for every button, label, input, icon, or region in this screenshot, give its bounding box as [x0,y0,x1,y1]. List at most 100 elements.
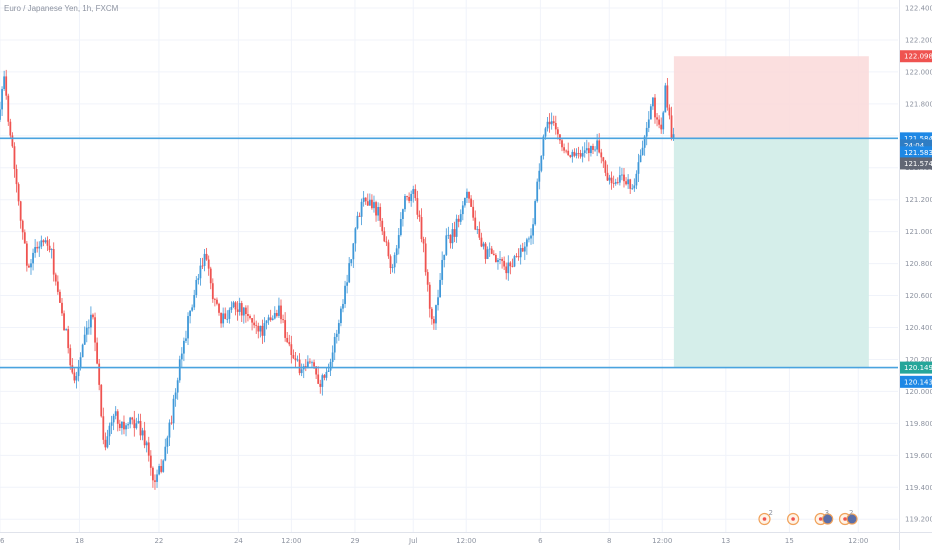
candle [561,138,563,152]
candle [168,419,171,447]
candle [519,244,522,265]
price-tick-label: 121.800 [905,100,932,108]
candle [408,192,411,204]
candle [143,421,146,449]
candle [443,254,446,268]
candle [414,184,417,201]
candle [9,118,12,139]
candle [331,345,334,369]
candle [52,242,55,282]
price-tick-label: 121.000 [905,228,932,236]
candle [118,419,121,432]
candle [528,236,530,243]
candle [587,142,590,162]
candle [3,70,6,91]
candle [19,200,22,229]
event-marker[interactable] [787,512,800,526]
candle [594,146,596,152]
candle [127,422,130,429]
candle [571,149,574,163]
candle [15,164,18,193]
price-tick-label: 119.600 [905,452,932,460]
candle [435,304,437,331]
event-marker[interactable] [758,512,771,526]
candle [87,319,90,335]
candle [261,319,264,344]
candle [149,450,152,476]
candle [209,266,212,290]
candle [166,435,169,454]
candle [455,214,458,243]
candle [342,299,344,313]
time-tick-label: 6 [538,537,543,545]
candle [468,191,470,204]
candle [662,110,665,135]
candle [567,142,570,156]
candle [379,203,382,227]
price-tick-label: 119.800 [905,420,932,428]
candle [352,242,355,268]
candle [439,272,441,298]
candle [476,226,479,235]
price-axis: 122.400122.200122.000121.800121.600121.4… [899,0,932,550]
candle [216,297,218,306]
candle [213,297,216,307]
candle [13,142,16,178]
candle [236,301,239,321]
price-tag-entry: 121.583 [900,146,932,159]
candle [530,228,532,245]
candle [488,242,491,257]
candle [121,421,123,435]
candle [451,222,454,249]
candle [575,148,578,159]
candle [532,218,534,245]
candle [426,269,429,292]
price-tick-label: 119.200 [905,516,932,524]
take-profit-zone[interactable] [673,138,869,368]
candle [362,191,365,207]
price-tag-label: 121.583 [904,149,932,157]
candle [244,305,247,323]
candle [273,306,276,320]
candle [83,326,86,345]
candle [94,312,96,352]
candle [275,309,278,318]
candle [323,374,326,381]
time-tick-label: 12:00 [848,537,868,545]
candle [141,427,144,441]
candle [612,175,615,188]
candle [50,248,53,259]
candle [164,438,167,462]
candle [523,241,526,261]
price-tick-label: 121.200 [905,196,932,204]
candle [156,469,158,488]
candle [90,306,92,335]
candle [470,195,472,208]
candle [402,208,404,227]
candle [457,215,460,228]
grid-layer [0,0,898,532]
candle [647,111,650,133]
candle [46,236,49,252]
candle [397,228,400,255]
candle [480,232,483,248]
candle [358,212,361,217]
candle [602,156,605,168]
candle [499,250,501,265]
stop-loss-zone[interactable] [673,56,869,139]
candle [234,301,237,316]
candle [377,202,380,221]
candle [577,146,580,159]
candle [137,413,140,424]
candle [292,349,295,359]
price-tag-label: 24:04 [904,142,925,150]
candle [610,171,613,190]
event-marker-count: 2 [768,509,772,517]
candle [247,305,249,322]
candle [25,240,28,272]
candle [17,182,20,206]
price-tag-label: 121.584 [904,135,932,143]
